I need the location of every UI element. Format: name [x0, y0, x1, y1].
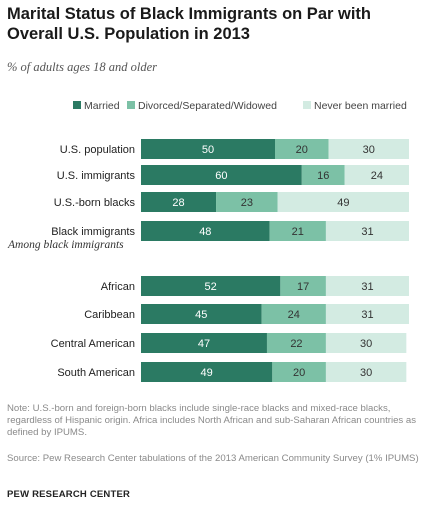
category-label-u-s-born-blacks: U.S.-born blacks	[54, 197, 136, 209]
category-label-south-american: South American	[57, 367, 135, 379]
category-label-black-immigrants: Black immigrants	[51, 226, 135, 238]
bar-u-s-population-never-been-married	[328, 139, 409, 159]
data-label-black-immigrants-divorced-separated-widowed: 21	[292, 226, 304, 238]
data-label-black-immigrants-never-been-married: 31	[361, 226, 373, 238]
data-label-black-immigrants-married: 48	[199, 226, 211, 238]
bar-caribbean-divorced-separated-widowed	[261, 304, 326, 324]
legend-label-married: Married	[84, 100, 120, 112]
chart-source: Source: Pew Research Center tabulations …	[7, 453, 419, 464]
data-label-u-s-born-blacks-never-been-married: 49	[337, 197, 349, 209]
bar-african-never-been-married	[325, 276, 409, 296]
bar-south-american-divorced-separated-widowed	[272, 362, 326, 382]
bar-u-s-born-blacks-never-been-married	[277, 192, 409, 212]
data-label-u-s-immigrants-never-been-married: 24	[371, 170, 383, 182]
data-label-u-s-immigrants-married: 60	[215, 170, 227, 182]
legend-label-divorced-separated-widowed: Divorced/Separated/Widowed	[138, 100, 277, 112]
data-label-caribbean-married: 45	[195, 309, 207, 321]
bar-south-american-never-been-married	[325, 362, 407, 382]
bar-black-immigrants-never-been-married	[325, 221, 409, 241]
category-label-african: African	[101, 281, 135, 293]
bar-caribbean-never-been-married	[325, 304, 409, 324]
data-label-african-married: 52	[205, 281, 217, 293]
data-label-u-s-born-blacks-married: 28	[172, 197, 184, 209]
data-label-caribbean-never-been-married: 31	[361, 309, 373, 321]
bar-u-s-population-divorced-separated-widowed	[275, 139, 329, 159]
bar-black-immigrants-married	[141, 221, 270, 241]
data-label-u-s-population-married: 50	[202, 144, 214, 156]
category-label-u-s-immigrants: U.S. immigrants	[57, 170, 136, 182]
legend-swatch-married	[73, 101, 81, 109]
bar-south-american-married	[141, 362, 273, 382]
data-label-african-never-been-married: 31	[361, 281, 373, 293]
pew-logo: PEW RESEARCH CENTER	[7, 489, 131, 500]
legend-swatch-never-been-married	[303, 101, 311, 109]
chart-subtitle: % of adults ages 18 and older	[7, 60, 157, 74]
chart-note: Note: U.S.-born and foreign-born blacks …	[7, 403, 417, 438]
data-label-u-s-born-blacks-divorced-separated-widowed: 23	[241, 197, 253, 209]
chart-title: Marital Status of Black Immigrants on Pa…	[7, 5, 371, 43]
data-label-u-s-population-never-been-married: 30	[363, 144, 375, 156]
data-label-u-s-immigrants-divorced-separated-widowed: 16	[317, 170, 329, 182]
bar-u-s-born-blacks-divorced-separated-widowed	[216, 192, 278, 212]
legend-swatch-divorced-separated-widowed	[127, 101, 135, 109]
stacked-bar-chart: Married Divorced/Separated/Widowed Never b…	[7, 100, 409, 382]
category-label-central-american: Central American	[51, 338, 135, 350]
bar-u-s-immigrants-divorced-separated-widowed	[301, 165, 345, 185]
data-label-central-american-divorced-separated-widowed: 22	[290, 338, 302, 350]
bar-african-married	[141, 276, 281, 296]
bar-african-divorced-separated-widowed	[280, 276, 326, 296]
bar-u-s-immigrants-married	[141, 165, 302, 185]
bar-u-s-population-married	[141, 139, 275, 159]
data-label-african-divorced-separated-widowed: 17	[297, 281, 309, 293]
bar-central-american-divorced-separated-widowed	[266, 333, 326, 353]
bar-central-american-married	[141, 333, 267, 353]
section-label: Among black immigrants	[7, 239, 124, 251]
bar-u-s-born-blacks-married	[141, 192, 217, 212]
data-label-central-american-married: 47	[198, 338, 210, 350]
bar-black-immigrants-divorced-separated-widowed	[269, 221, 326, 241]
bar-u-s-immigrants-never-been-married	[344, 165, 409, 185]
data-label-u-s-population-divorced-separated-widowed: 20	[296, 144, 308, 156]
category-label-caribbean: Caribbean	[84, 309, 135, 321]
data-label-south-american-married: 49	[201, 367, 213, 379]
bar-caribbean-married	[141, 304, 262, 324]
bar-central-american-never-been-married	[325, 333, 407, 353]
data-label-south-american-divorced-separated-widowed: 20	[293, 367, 305, 379]
legend-label-never-been-married: Never been married	[314, 100, 407, 112]
data-label-south-american-never-been-married: 30	[360, 367, 372, 379]
data-label-central-american-never-been-married: 30	[360, 338, 372, 350]
category-label-u-s-population: U.S. population	[60, 144, 135, 156]
data-label-caribbean-divorced-separated-widowed: 24	[288, 309, 300, 321]
